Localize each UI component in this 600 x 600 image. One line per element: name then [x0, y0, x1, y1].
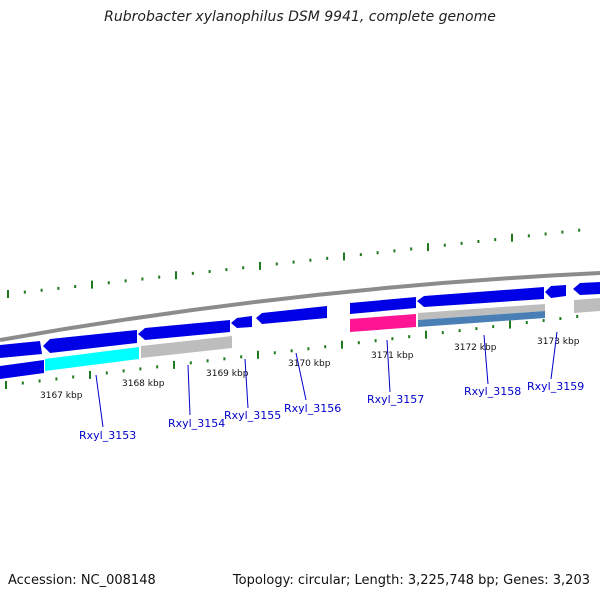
gene-label-rxyl-3159[interactable]: Rxyl_3159: [527, 380, 584, 393]
kbp-label: 3171 kbp: [371, 351, 414, 361]
gene-arrow[interactable]: [574, 298, 600, 313]
gene-label-leader: [244, 358, 249, 409]
kbp-label: 3168 kbp: [122, 379, 165, 389]
gene-arrow[interactable]: [141, 336, 232, 358]
gene-arrow[interactable]: [350, 297, 416, 314]
kbp-label: 3167 kbp: [40, 391, 83, 401]
gene-arrow[interactable]: [43, 330, 137, 353]
gene-label-leader: [187, 364, 191, 416]
gene-arrow[interactable]: [418, 304, 545, 320]
gene-label-rxyl-3157[interactable]: Rxyl_3157: [367, 393, 424, 406]
kbp-label: 3173 kbp: [537, 337, 580, 347]
gene-track-inner: [0, 298, 600, 379]
gene-arrow[interactable]: [417, 287, 544, 307]
gene-arrow[interactable]: [138, 320, 230, 340]
gene-label-rxyl-3155[interactable]: Rxyl_3155: [224, 409, 281, 422]
gene-label-leader: [295, 352, 307, 401]
kbp-label: 3170 kbp: [288, 359, 331, 369]
gene-label-leader: [95, 374, 104, 428]
gene-label-rxyl-3156[interactable]: Rxyl_3156: [284, 402, 341, 415]
gene-arrow[interactable]: [256, 306, 327, 324]
gene-arrow[interactable]: [573, 282, 600, 295]
gene-label-leader: [386, 339, 391, 393]
accession-label: Accession: NC_008148: [8, 573, 156, 588]
kbp-label: 3172 kbp: [454, 343, 497, 353]
gene-arrow[interactable]: [45, 347, 139, 371]
ticks-lower: [5, 315, 579, 389]
gene-arrow[interactable]: [418, 311, 545, 327]
gene-label-rxyl-3158[interactable]: Rxyl_3158: [464, 385, 521, 398]
gene-arrow[interactable]: [0, 341, 42, 358]
genome-summary: Topology: circular; Length: 3,225,748 bp…: [232, 573, 590, 588]
gene-track-outer: [0, 282, 600, 358]
ticks-upper: [7, 228, 581, 298]
gene-label-rxyl-3153[interactable]: Rxyl_3153: [79, 429, 136, 442]
gene-arrow[interactable]: [350, 314, 416, 332]
gene-arrow[interactable]: [545, 285, 566, 298]
map-title: Rubrobacter xylanophilus DSM 9941, compl…: [104, 9, 496, 25]
gene-arrow[interactable]: [0, 360, 44, 379]
kbp-label: 3169 kbp: [206, 369, 249, 379]
gene-label-leader: [483, 334, 489, 385]
genome-backbone: [0, 271, 600, 342]
gene-label-leaders: [95, 331, 558, 428]
gene-label-rxyl-3154[interactable]: Rxyl_3154: [168, 417, 225, 430]
gene-label-leader: [550, 331, 558, 380]
gene-arrow[interactable]: [231, 316, 252, 328]
